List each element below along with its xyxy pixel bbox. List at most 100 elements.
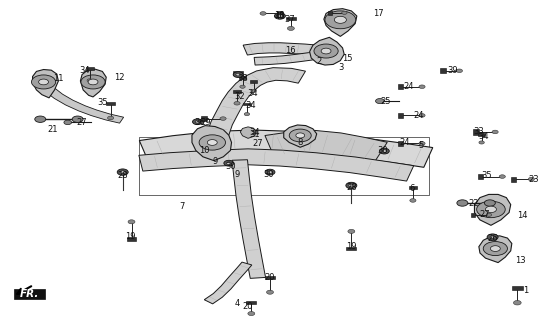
Polygon shape xyxy=(512,286,523,290)
Text: 9: 9 xyxy=(213,157,218,166)
Polygon shape xyxy=(246,300,256,304)
Polygon shape xyxy=(86,68,94,70)
Circle shape xyxy=(457,200,468,206)
Circle shape xyxy=(236,73,240,76)
Circle shape xyxy=(419,85,425,89)
Text: 19: 19 xyxy=(346,242,356,251)
Circle shape xyxy=(117,169,128,175)
Circle shape xyxy=(31,75,56,89)
Polygon shape xyxy=(471,212,475,217)
Text: 3: 3 xyxy=(339,63,344,72)
Polygon shape xyxy=(233,71,243,75)
Polygon shape xyxy=(440,68,446,73)
Text: 24: 24 xyxy=(413,111,424,120)
Text: 34: 34 xyxy=(247,89,258,98)
Text: 16: 16 xyxy=(285,45,296,55)
Polygon shape xyxy=(397,113,403,118)
Text: 33: 33 xyxy=(473,127,484,136)
Circle shape xyxy=(274,13,285,19)
Circle shape xyxy=(192,119,202,124)
Circle shape xyxy=(410,199,416,202)
Circle shape xyxy=(490,236,495,238)
Circle shape xyxy=(39,79,48,85)
Polygon shape xyxy=(106,102,115,105)
Circle shape xyxy=(487,234,498,240)
Polygon shape xyxy=(250,80,257,83)
Text: 29: 29 xyxy=(200,118,210,127)
Circle shape xyxy=(88,79,98,85)
Circle shape xyxy=(240,85,245,88)
Polygon shape xyxy=(474,195,511,225)
Polygon shape xyxy=(232,160,266,278)
Text: 13: 13 xyxy=(515,256,526,265)
Text: 23: 23 xyxy=(528,175,539,184)
Circle shape xyxy=(380,148,389,154)
Text: 30: 30 xyxy=(377,146,388,155)
Polygon shape xyxy=(397,84,403,89)
Polygon shape xyxy=(286,17,296,20)
Circle shape xyxy=(265,169,275,175)
Circle shape xyxy=(72,116,83,123)
Text: 34: 34 xyxy=(478,132,489,140)
Polygon shape xyxy=(478,174,483,179)
Text: 20: 20 xyxy=(243,302,253,311)
Text: 31: 31 xyxy=(249,130,260,139)
Circle shape xyxy=(268,171,272,173)
Polygon shape xyxy=(243,43,316,55)
Text: 34: 34 xyxy=(245,101,256,110)
Circle shape xyxy=(277,14,282,17)
Circle shape xyxy=(234,101,240,105)
Polygon shape xyxy=(397,141,403,146)
Polygon shape xyxy=(310,37,344,65)
Text: 5: 5 xyxy=(419,141,424,150)
Circle shape xyxy=(220,117,226,120)
Circle shape xyxy=(226,162,231,164)
Text: 14: 14 xyxy=(517,211,528,220)
Circle shape xyxy=(483,242,507,256)
Circle shape xyxy=(251,89,256,92)
Circle shape xyxy=(346,182,357,189)
Text: 28: 28 xyxy=(346,183,356,192)
Polygon shape xyxy=(265,276,275,279)
Circle shape xyxy=(342,11,347,14)
Text: 38: 38 xyxy=(237,74,248,83)
Polygon shape xyxy=(204,262,252,304)
Circle shape xyxy=(35,116,46,123)
Polygon shape xyxy=(511,177,516,182)
Polygon shape xyxy=(277,11,282,16)
Polygon shape xyxy=(192,125,231,161)
Circle shape xyxy=(260,12,266,15)
Text: 35: 35 xyxy=(482,172,493,180)
Text: 12: 12 xyxy=(114,73,124,82)
Circle shape xyxy=(296,133,305,138)
Circle shape xyxy=(528,177,534,181)
Text: 1: 1 xyxy=(523,286,528,295)
Circle shape xyxy=(477,201,505,218)
Polygon shape xyxy=(479,236,512,263)
Polygon shape xyxy=(240,127,256,138)
Polygon shape xyxy=(284,125,317,147)
Polygon shape xyxy=(478,133,485,136)
Text: 40: 40 xyxy=(274,12,285,21)
Text: 24: 24 xyxy=(399,138,410,147)
Polygon shape xyxy=(254,51,323,65)
Circle shape xyxy=(81,75,105,89)
Circle shape xyxy=(207,140,217,145)
Circle shape xyxy=(199,135,225,150)
Text: 6: 6 xyxy=(409,184,414,193)
Circle shape xyxy=(267,290,273,294)
Circle shape xyxy=(485,206,496,212)
Polygon shape xyxy=(203,68,305,144)
Circle shape xyxy=(499,175,505,178)
Text: 24: 24 xyxy=(403,82,414,91)
Circle shape xyxy=(334,16,347,23)
Circle shape xyxy=(289,129,311,142)
Polygon shape xyxy=(239,76,246,79)
Text: 10: 10 xyxy=(199,146,209,155)
Polygon shape xyxy=(473,129,479,134)
Text: 25: 25 xyxy=(380,97,391,106)
Polygon shape xyxy=(328,11,332,15)
Polygon shape xyxy=(201,116,207,121)
Text: 11: 11 xyxy=(53,74,64,83)
Text: 8: 8 xyxy=(298,138,303,147)
